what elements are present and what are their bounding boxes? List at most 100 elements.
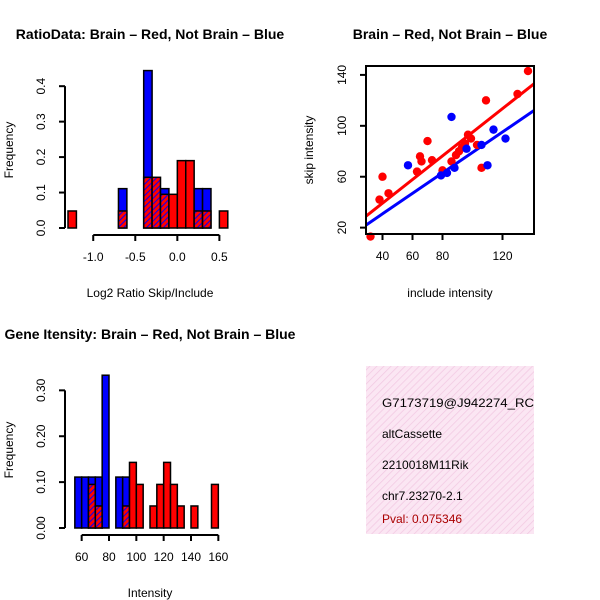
intensity-histogram-axes: 60 80 100 120 140 160 0.00 0.10 0.20 0.30	[34, 378, 229, 564]
plot-frame	[365, 65, 535, 235]
x-tick-label: -1.0	[83, 250, 104, 264]
intensity-scatter-xlabel: include intensity	[407, 286, 492, 300]
brain-bar	[176, 505, 185, 529]
info-box-background	[366, 366, 534, 534]
ratio-histogram-ylabel: Frequency	[2, 122, 16, 179]
intensity-scatter-panel: Brain – Red, Not Brain – Blue skip inten…	[302, 26, 547, 300]
overlap-bar	[87, 483, 97, 529]
x-tick-label: 100	[126, 550, 146, 564]
probe-id-text: G7173719@J942274_RC	[382, 396, 534, 410]
brain-bar	[135, 483, 144, 529]
y-tick-label: 0.4	[34, 78, 48, 95]
y-tick-label: 20	[335, 221, 349, 235]
y-tick-label: 0.3	[34, 113, 48, 130]
x-tick-label: 60	[406, 249, 420, 263]
brain-point	[523, 66, 533, 76]
intensity-histogram-title: Gene Itensity: Brain – Red, Not Brain – …	[5, 326, 296, 342]
brain-point	[427, 155, 437, 165]
overlap-bar	[94, 505, 103, 529]
brain-point	[466, 134, 476, 143]
ratio-histogram-panel: RatioData: Brain – Red, Not Brain – Blue…	[2, 26, 284, 300]
not-brain-point	[489, 125, 498, 134]
pval-text: Pval: 0.075346	[382, 512, 462, 526]
intensity-scatter-plot	[365, 66, 535, 241]
intensity-scatter-axes: 40 60 80 120 20 60 100 140	[335, 65, 535, 263]
brain-bar	[156, 483, 165, 529]
not-brain-point	[501, 134, 510, 143]
overlap-bar	[201, 210, 212, 229]
brain-bar	[190, 505, 199, 529]
brain-point	[378, 172, 387, 181]
brain-bar	[67, 210, 78, 229]
brain-point	[375, 195, 384, 204]
x-tick-label: 80	[102, 550, 116, 564]
brain-bar	[210, 483, 220, 529]
y-tick-label: 0.0	[34, 219, 48, 236]
overlap-bar	[151, 176, 162, 229]
x-tick-label: -0.5	[125, 250, 146, 264]
brain-bar	[168, 193, 179, 229]
not-brain-bar	[101, 374, 110, 529]
not-brain-point	[450, 163, 459, 173]
brain-bar	[169, 483, 179, 529]
brain-bar	[176, 159, 187, 229]
brain-point	[412, 167, 422, 176]
locus-text: chr7.23270-2.1	[382, 489, 463, 503]
brain-point	[481, 96, 491, 105]
y-tick-label: 0.1	[34, 184, 48, 201]
x-tick-label: 0.5	[211, 250, 228, 264]
ratio-histogram-bars	[67, 69, 229, 229]
x-tick-label: 120	[154, 550, 174, 564]
x-tick-label: 80	[436, 249, 450, 263]
intensity-histogram-panel: Gene Itensity: Brain – Red, Not Brain – …	[2, 326, 296, 600]
not-brain-point	[483, 161, 492, 170]
x-tick-label: 160	[208, 550, 228, 564]
y-tick-label: 60	[335, 170, 349, 184]
overlap-bar	[159, 193, 170, 229]
not-brain-bar	[80, 476, 90, 529]
not-brain-point	[442, 168, 452, 178]
intensity-scatter-title: Brain – Red, Not Brain – Blue	[353, 26, 548, 42]
not-brain-point	[477, 140, 486, 150]
brain-bar	[184, 159, 195, 229]
overlap-bar	[142, 176, 153, 229]
intensity-histogram-ylabel: Frequency	[2, 422, 16, 479]
intensity-histogram-xlabel: Intensity	[128, 586, 173, 600]
ratio-histogram-axes: -1.0 -0.5 0.0 0.5 0.0 0.1 0.2 0.3 0.4	[34, 78, 228, 264]
y-tick-label: 0.20	[34, 424, 48, 448]
overlap-bar	[117, 210, 128, 229]
brain-bar	[218, 210, 229, 229]
brain-bar	[128, 461, 138, 529]
probe-info-box: G7173719@J942274_RC altCassette 2210018M…	[366, 366, 534, 534]
y-tick-label: 0.10	[34, 470, 48, 494]
y-tick-label: 0.2	[34, 148, 48, 165]
not-brain-point	[403, 161, 413, 170]
intensity-scatter-ylabel: skip intensity	[302, 116, 316, 185]
y-tick-label: 140	[335, 65, 349, 85]
y-tick-label: 100	[335, 115, 349, 135]
ratio-histogram-title: RatioData: Brain – Red, Not Brain – Blue	[16, 26, 285, 42]
x-tick-label: 0.0	[169, 250, 186, 264]
x-tick-label: 60	[75, 550, 89, 564]
event-type-text: altCassette	[382, 427, 442, 441]
brain-point	[417, 157, 426, 166]
brain-bar	[162, 461, 172, 529]
overlap-bar	[121, 505, 131, 529]
brain-point	[513, 89, 522, 99]
overlap-bar	[193, 210, 204, 229]
brain-point	[447, 157, 456, 166]
intensity-histogram-bars	[74, 374, 220, 529]
x-tick-label: 140	[181, 550, 201, 564]
brain-bar	[149, 505, 158, 529]
not-brain-bar	[74, 476, 83, 529]
brain-point	[384, 189, 393, 198]
not-brain-bar	[115, 476, 124, 529]
brain-fit-line	[365, 82, 535, 218]
y-tick-label: 0.30	[34, 378, 48, 402]
ratio-histogram-xlabel: Log2 Ratio Skip/Include	[87, 286, 214, 300]
not-brain-point	[447, 112, 456, 122]
not-brain-fit-line	[365, 109, 535, 227]
x-tick-label: 40	[376, 249, 390, 263]
x-tick-label: 120	[492, 249, 512, 263]
